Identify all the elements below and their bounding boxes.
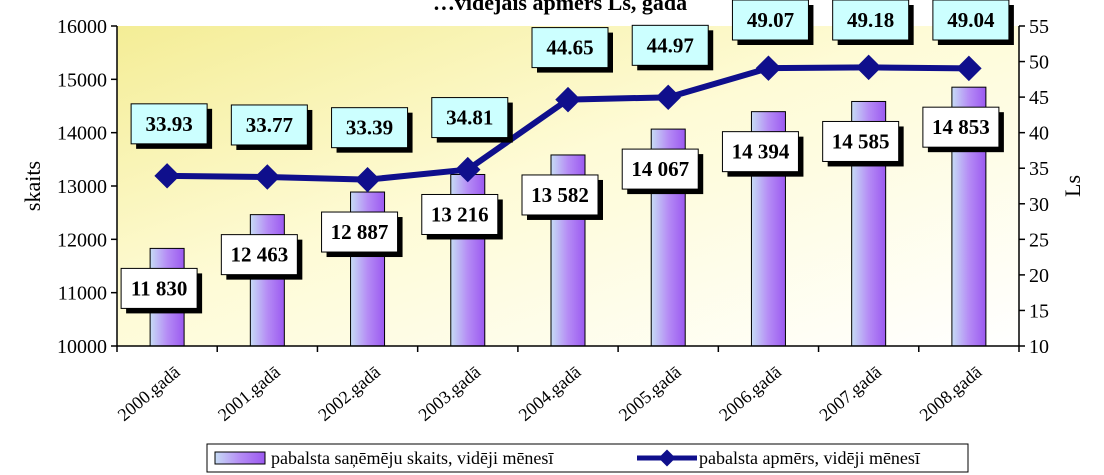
bar-value-label: 13 582 xyxy=(531,183,589,207)
y2-tick-label: 45 xyxy=(1029,87,1049,109)
line-point xyxy=(455,156,481,183)
line-value-label-box xyxy=(230,104,308,146)
bar-value-label: 14 067 xyxy=(631,157,689,181)
bar-value-label-box xyxy=(922,106,1000,148)
line-layer xyxy=(154,54,982,193)
y2-tick-label: 10 xyxy=(1029,336,1049,358)
line-value-label: 33.93 xyxy=(145,112,192,136)
y2-tick-label: 25 xyxy=(1029,229,1049,251)
bar-value-label-box xyxy=(621,148,699,190)
line-value-label-box xyxy=(431,97,509,139)
bar-value-label: 11 830 xyxy=(131,276,188,300)
bar-value-label-box xyxy=(220,234,298,276)
line-value-label-box xyxy=(631,24,709,66)
bar-value-label-box xyxy=(721,131,799,173)
line-point xyxy=(354,166,381,193)
line-value-label: 49.07 xyxy=(747,8,794,32)
y-tick-label: 11000 xyxy=(58,283,107,305)
line-value-label: 33.39 xyxy=(346,116,393,140)
x-tick-label: 2007.gadā xyxy=(815,362,885,425)
line-point xyxy=(956,55,982,82)
y-axis-title: skaits xyxy=(20,161,45,211)
bar-value-label-box xyxy=(822,120,900,162)
x-tick-label: 2006.gadā xyxy=(715,362,785,425)
y-tick-label: 13000 xyxy=(57,176,107,198)
bar-value-label-box xyxy=(120,267,198,309)
legend-label-bars: pabalsta saņēmēju skaits, vidēji mēnesī xyxy=(271,448,554,468)
line-point xyxy=(555,86,581,113)
chart-title: …vidējais apmērs Ls, gadā xyxy=(433,0,687,15)
bar-value-label-box xyxy=(421,193,499,235)
data-labels-layer: 11 830 12 463 12 887 13 216 13 582 14 067 14 3… xyxy=(120,0,1014,314)
line-value-label: 49.04 xyxy=(947,8,995,32)
y2-tick-label: 30 xyxy=(1029,194,1049,216)
line-value-label-box xyxy=(531,27,609,69)
line-value-label: 49.18 xyxy=(847,8,894,32)
y-tick-label: 15000 xyxy=(57,69,107,91)
line-point xyxy=(755,55,782,81)
bar-value-label: 14 585 xyxy=(832,129,890,153)
legend-swatch-bars xyxy=(214,451,266,465)
line-value-label: 44.97 xyxy=(647,33,694,57)
legend-frame xyxy=(206,443,969,473)
y2-axis-title: Ls xyxy=(1060,175,1085,197)
y-tick-label: 14000 xyxy=(57,123,107,145)
line-point xyxy=(855,54,882,81)
bar-value-label: 12 463 xyxy=(230,243,288,267)
bar-value-label: 14 853 xyxy=(932,115,990,139)
bar-value-label: 12 887 xyxy=(331,220,389,244)
line-point xyxy=(254,164,281,190)
x-tick-label: 2002.gadā xyxy=(314,362,384,425)
x-tick-label: 2005.gadā xyxy=(615,362,685,425)
line-value-label: 34.81 xyxy=(446,106,493,130)
y2-tick-label: 50 xyxy=(1029,52,1049,74)
x-tick-label: 2004.gadā xyxy=(515,362,585,425)
bar-value-label: 13 216 xyxy=(431,202,489,226)
x-tick-label: 2008.gadā xyxy=(916,362,986,425)
y-tick-label: 10000 xyxy=(57,336,107,358)
y2-tick-label: 20 xyxy=(1029,265,1049,287)
line-value-label-box xyxy=(832,0,910,41)
y-tick-label: 12000 xyxy=(57,229,107,251)
line-value-label-box xyxy=(731,0,809,41)
y-tick-label: 16000 xyxy=(57,16,107,38)
bar-value-label: 14 394 xyxy=(732,140,790,164)
line-value-label: 44.65 xyxy=(546,36,593,60)
legend: pabalsta saņēmēju skaits, vidēji mēnesī … xyxy=(206,443,969,473)
line-value-label: 33.77 xyxy=(246,113,293,137)
x-tick-label: 2000.gadā xyxy=(114,362,184,425)
bar-value-label-box xyxy=(321,211,399,253)
y2-tick-label: 40 xyxy=(1029,123,1049,145)
bar-value-label-box xyxy=(521,174,599,216)
line-value-label-box xyxy=(130,103,208,145)
line-point xyxy=(655,84,681,111)
y2-tick-label: 55 xyxy=(1029,16,1049,38)
legend-swatch-marker xyxy=(658,449,676,467)
line-value-label-box xyxy=(331,107,409,149)
x-tick-label: 2001.gadā xyxy=(214,362,284,425)
x-tick-label: 2003.gadā xyxy=(414,362,484,425)
y2-tick-label: 15 xyxy=(1029,300,1049,322)
legend-label-line: pabalsta apmērs, vidēji mēnesī xyxy=(699,448,921,468)
y2-tick-label: 35 xyxy=(1029,158,1049,180)
line-value-label-box xyxy=(932,0,1010,41)
